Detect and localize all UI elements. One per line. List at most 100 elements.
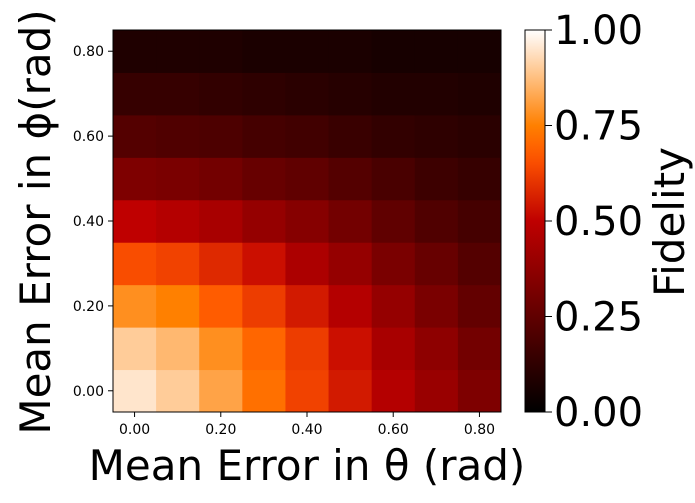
heatmap-cell <box>242 242 286 286</box>
heatmap-cell <box>328 157 373 201</box>
heatmap-cell <box>371 114 416 158</box>
heatmap-cell <box>371 284 416 328</box>
heatmap-cell <box>156 242 200 286</box>
heatmap-cell <box>285 72 330 116</box>
heatmap-cell <box>457 284 502 328</box>
heatmap-cell <box>414 242 459 286</box>
heatmap-cell <box>414 72 459 116</box>
heatmap-cell <box>199 114 243 158</box>
heatmap-cell <box>113 242 157 286</box>
heatmap-cell <box>285 284 330 328</box>
heatmap-cell <box>199 284 243 328</box>
y-tick-label: 0.60 <box>73 129 104 145</box>
heatmap-cell <box>371 199 416 243</box>
colorbar-tick-label: 0.00 <box>554 390 643 436</box>
heatmap-cell <box>156 284 200 328</box>
heatmap-cell <box>113 30 157 73</box>
heatmap-cell <box>414 157 459 201</box>
heatmap-cell <box>242 327 286 371</box>
y-tick-label: 0.40 <box>73 214 104 230</box>
heatmap-cell <box>285 199 330 243</box>
colorbar-label: Fidelity <box>645 147 694 297</box>
colorbar-tick-label: 0.75 <box>554 104 643 150</box>
heatmap-cell <box>199 242 243 286</box>
heatmap-cell <box>156 327 200 371</box>
heatmap-cell <box>113 284 157 328</box>
x-tick-label: 0.80 <box>464 422 495 438</box>
heatmap-cell <box>199 369 243 413</box>
heatmap-cell <box>242 30 286 73</box>
y-axis-label: Mean Error in ϕ(rad) <box>11 9 60 434</box>
heatmap-cell <box>328 284 373 328</box>
heatmap-cell <box>156 369 200 413</box>
heatmap-cell <box>242 157 286 201</box>
heatmap-cell <box>113 369 157 413</box>
heatmap-cell <box>457 72 502 116</box>
heatmap-cell <box>242 199 286 243</box>
heatmap-cell <box>414 327 459 371</box>
heatmap-cell <box>199 72 243 116</box>
heatmap-cell <box>371 30 416 73</box>
y-axis: 0.00 0.20 0.40 0.60 0.80 <box>73 44 113 400</box>
heatmap-cell <box>371 72 416 116</box>
heatmap-cell <box>113 157 157 201</box>
colorbar-tick-label: 1.00 <box>554 8 643 54</box>
heatmap-cell <box>457 157 502 201</box>
y-tick-label: 0.00 <box>73 384 104 400</box>
heatmap-cell <box>414 369 459 413</box>
heatmap-cell <box>156 199 200 243</box>
heatmap-cell <box>156 30 200 73</box>
heatmap-cell <box>328 30 373 73</box>
x-axis: 0.00 0.20 0.40 0.60 0.80 <box>119 412 495 438</box>
heatmap-cell <box>371 327 416 371</box>
x-tick-label: 0.60 <box>378 422 409 438</box>
colorbar <box>524 29 546 413</box>
heatmap-cell <box>285 327 330 371</box>
heatmap-cell <box>113 114 157 158</box>
heatmap-cell <box>371 157 416 201</box>
heatmap-cell <box>457 327 502 371</box>
heatmap-cell <box>328 242 373 286</box>
heatmap-cell <box>199 327 243 371</box>
heatmap-cell <box>328 369 373 413</box>
heatmap-cell <box>113 327 157 371</box>
heatmap-cell <box>328 72 373 116</box>
heatmap-cell <box>242 284 286 328</box>
heatmap-cells <box>113 30 502 413</box>
colorbar-tick-label: 0.50 <box>554 199 643 245</box>
heatmap-cell <box>285 242 330 286</box>
x-tick-label: 0.00 <box>119 422 150 438</box>
heatmap-cell <box>414 30 459 73</box>
heatmap-cell <box>414 199 459 243</box>
heatmap-cell <box>156 114 200 158</box>
heatmap-cell <box>457 199 502 243</box>
heatmap-cell <box>156 157 200 201</box>
y-tick-label: 0.80 <box>73 44 104 60</box>
colorbar-ticks: 0.00 0.25 0.50 0.75 1.00 <box>545 8 643 436</box>
x-tick-label: 0.20 <box>205 422 236 438</box>
heatmap-cell <box>414 114 459 158</box>
x-axis-label: Mean Error in θ (rad) <box>89 441 526 490</box>
heatmap-cell <box>457 30 502 73</box>
heatmap-cell <box>285 369 330 413</box>
heatmap-cell <box>199 157 243 201</box>
heatmap-cell <box>371 369 416 413</box>
heatmap-cell <box>285 30 330 73</box>
heatmap-cell <box>199 30 243 73</box>
heatmap-cell <box>285 114 330 158</box>
heatmap-cell <box>457 242 502 286</box>
heatmap-cell <box>242 114 286 158</box>
heatmap-cell <box>156 72 200 116</box>
heatmap-cell <box>328 199 373 243</box>
heatmap-cell <box>457 114 502 158</box>
heatmap-cell <box>371 242 416 286</box>
heatmap-cell <box>328 327 373 371</box>
heatmap-cell <box>285 157 330 201</box>
heatmap-cell <box>113 199 157 243</box>
x-tick-label: 0.40 <box>291 422 322 438</box>
y-tick-label: 0.20 <box>73 299 104 315</box>
heatmap-cell <box>457 369 502 413</box>
heatmap-cell <box>414 284 459 328</box>
heatmap-cell <box>242 72 286 116</box>
